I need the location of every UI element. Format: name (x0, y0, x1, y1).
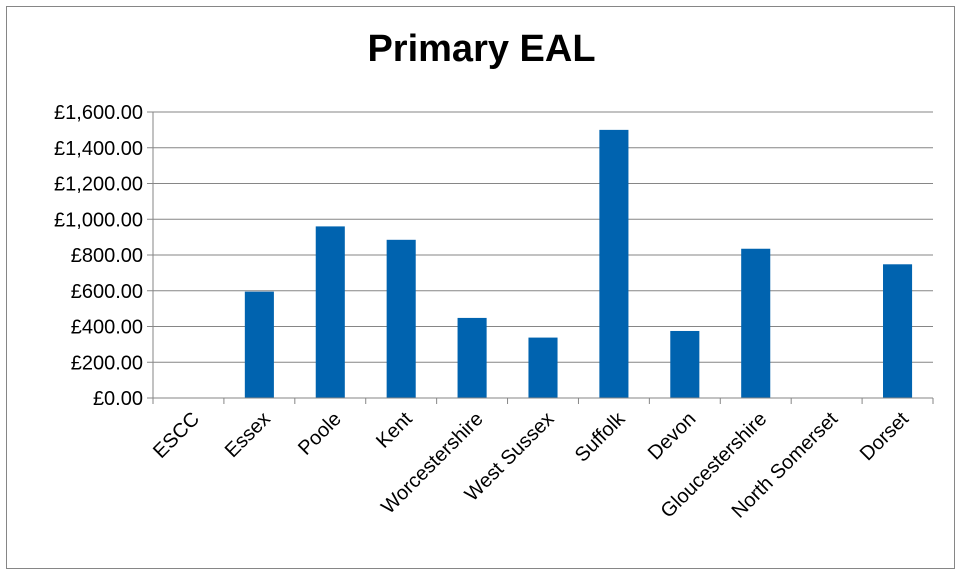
y-axis: £0.00 £200.00 £400.00 £600.00 £800.00 £1,000.… (54, 102, 154, 410)
x-tick-label: Poole (294, 408, 346, 460)
bar (386, 239, 416, 398)
bar (599, 129, 629, 398)
bar (244, 291, 274, 398)
x-tick-label: Essex (221, 408, 275, 462)
y-tick-label: £800.00 (71, 245, 143, 267)
bar (741, 248, 771, 398)
bar (883, 264, 913, 398)
x-tick-label: ESCC (149, 408, 204, 463)
x-tick-label: Suffolk (571, 407, 630, 466)
bar (528, 337, 558, 398)
bar (457, 317, 487, 398)
y-tick-label: £1,000.00 (54, 209, 143, 231)
x-tick-label: Dorset (856, 408, 914, 466)
x-tick-label: Kent (372, 408, 417, 453)
y-tick-label: £200.00 (71, 352, 143, 374)
bars (244, 129, 913, 398)
bar (315, 226, 345, 398)
y-tick-label: £1,200.00 (54, 174, 143, 196)
bar (670, 330, 700, 398)
y-tick-label: £1,400.00 (54, 138, 143, 160)
chart-title: Primary EAL (367, 28, 596, 70)
y-tick-label: £600.00 (71, 281, 143, 303)
y-tick-label: £400.00 (71, 317, 143, 339)
y-tick-label: £1,600.00 (54, 102, 143, 124)
x-tick-label: Devon (644, 408, 700, 464)
y-tick-label: £0.00 (93, 388, 143, 410)
gridlines (153, 111, 933, 399)
chart-frame (6, 6, 955, 569)
